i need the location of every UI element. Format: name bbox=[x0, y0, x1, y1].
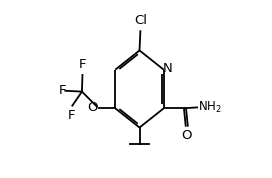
Text: N: N bbox=[163, 62, 172, 75]
Text: F: F bbox=[58, 84, 66, 97]
Text: F: F bbox=[68, 109, 75, 122]
Text: Cl: Cl bbox=[134, 14, 147, 27]
Text: NH$_2$: NH$_2$ bbox=[197, 100, 221, 115]
Text: F: F bbox=[79, 59, 86, 72]
Text: O: O bbox=[87, 101, 98, 114]
Text: O: O bbox=[181, 129, 192, 142]
